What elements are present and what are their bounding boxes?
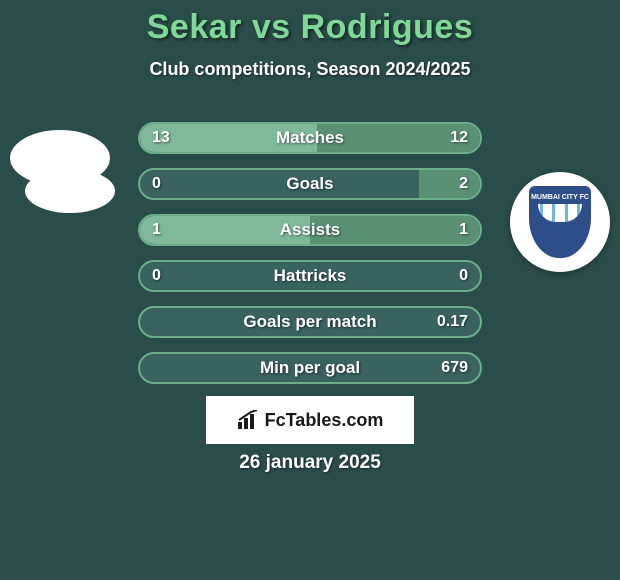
- stat-value-left: 0: [152, 170, 161, 198]
- stat-row: Matches13 12: [138, 122, 482, 154]
- stat-value-right: 12: [450, 124, 468, 152]
- club-badge: MUMBAI CITY FC: [510, 172, 610, 272]
- comparison-subtitle: Club competitions, Season 2024/2025: [0, 59, 620, 80]
- stats-panel: Matches1312Goals02Assists11Hattricks00Go…: [138, 122, 482, 398]
- stat-row: Min per goal679: [138, 352, 482, 384]
- stat-row: Goals0 2: [138, 168, 482, 200]
- stat-value-right: 2: [459, 170, 468, 198]
- club-crest-text: MUMBAI CITY FC: [531, 194, 589, 201]
- ellipse-icon: [25, 169, 115, 213]
- stat-label: Assists: [140, 216, 480, 244]
- stat-label: Matches: [140, 124, 480, 152]
- brand-chart-icon: [237, 410, 259, 430]
- brand-link[interactable]: FcTables.com: [206, 396, 414, 444]
- stat-label: Min per goal: [140, 354, 480, 382]
- club-crest-stripes: [538, 204, 582, 222]
- player-left-logo-2: [20, 162, 120, 220]
- stat-label: Goals per match: [140, 308, 480, 336]
- comparison-date: 26 january 2025: [0, 452, 620, 474]
- stat-value-right: 0.17: [437, 308, 468, 336]
- stat-row: Assists1 1: [138, 214, 482, 246]
- stat-value-left: 1: [152, 216, 161, 244]
- player-right-logo: MUMBAI CITY FC: [510, 172, 610, 272]
- stat-value-left: 0: [152, 262, 161, 290]
- club-crest-icon: MUMBAI CITY FC: [529, 186, 591, 258]
- stat-label: Hattricks: [140, 262, 480, 290]
- stat-row: Goals per match0.17: [138, 306, 482, 338]
- comparison-title: Sekar vs Rodrigues: [0, 0, 620, 47]
- stat-value-right: 0: [459, 262, 468, 290]
- stat-value-right: 679: [441, 354, 468, 382]
- stat-value-left: 13: [152, 124, 170, 152]
- stat-label: Goals: [140, 170, 480, 198]
- stat-value-right: 1: [459, 216, 468, 244]
- brand-text: FcTables.com: [265, 410, 384, 431]
- stat-row: Hattricks0 0: [138, 260, 482, 292]
